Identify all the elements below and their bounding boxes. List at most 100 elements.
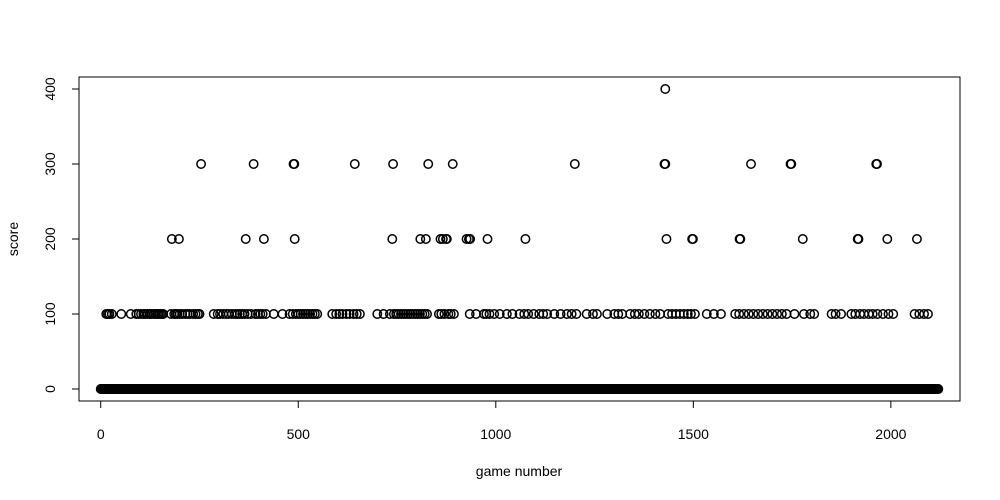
data-point bbox=[423, 159, 434, 169]
data-point bbox=[853, 234, 864, 244]
data-point bbox=[208, 309, 219, 319]
data-point bbox=[566, 309, 577, 319]
data-point bbox=[591, 309, 602, 319]
data-point bbox=[422, 309, 433, 319]
data-point bbox=[805, 309, 816, 319]
data-point bbox=[116, 309, 127, 319]
data-point bbox=[571, 309, 582, 319]
data-point bbox=[581, 309, 592, 319]
data-point bbox=[351, 309, 362, 319]
data-point bbox=[639, 309, 650, 319]
data-point bbox=[882, 234, 893, 244]
y-tick-label: 300 bbox=[42, 152, 58, 176]
data-point bbox=[786, 159, 797, 169]
data-point bbox=[716, 309, 726, 319]
data-point bbox=[660, 159, 671, 169]
data-point bbox=[344, 309, 355, 319]
data-point bbox=[439, 309, 450, 319]
x-tick-label: 2000 bbox=[875, 426, 906, 442]
data-point bbox=[738, 309, 749, 319]
data-point bbox=[660, 84, 671, 94]
data-point bbox=[644, 309, 655, 319]
data-point bbox=[471, 309, 481, 319]
data-point bbox=[872, 159, 882, 169]
data-point bbox=[836, 309, 847, 319]
data-point bbox=[923, 309, 933, 319]
data-point bbox=[289, 159, 300, 169]
data-point bbox=[687, 234, 698, 244]
data-point bbox=[661, 234, 672, 244]
data-point bbox=[919, 309, 929, 319]
data-point bbox=[445, 309, 456, 319]
data-point bbox=[708, 309, 719, 319]
data-point bbox=[809, 309, 820, 319]
data-point bbox=[878, 309, 888, 319]
data-point bbox=[798, 309, 809, 319]
data-point bbox=[735, 234, 746, 244]
data-point bbox=[549, 309, 560, 319]
data-point bbox=[436, 309, 447, 319]
data-point bbox=[484, 309, 495, 319]
plot-frame bbox=[78, 76, 961, 402]
data-point bbox=[909, 309, 920, 319]
data-point bbox=[482, 234, 493, 244]
data-point bbox=[797, 234, 808, 244]
data-point bbox=[686, 309, 696, 319]
y-tick-label: 0 bbox=[42, 385, 58, 393]
data-point bbox=[776, 309, 787, 319]
data-point bbox=[489, 309, 500, 319]
data-point bbox=[415, 234, 426, 244]
data-point bbox=[772, 309, 783, 319]
x-axis: 0 500 1000 1500 2000 bbox=[97, 400, 907, 442]
data-point bbox=[258, 234, 269, 244]
data-point bbox=[633, 309, 644, 319]
data-point bbox=[538, 309, 549, 319]
data-point bbox=[337, 309, 348, 319]
data-point bbox=[629, 309, 640, 319]
data-point bbox=[327, 309, 338, 319]
data-point bbox=[388, 159, 399, 169]
data-point bbox=[757, 309, 768, 319]
data-point bbox=[682, 309, 693, 319]
data-points bbox=[95, 84, 944, 394]
data-point bbox=[341, 309, 352, 319]
data-point bbox=[753, 309, 764, 319]
x-tick-label: 1500 bbox=[678, 426, 709, 442]
data-point bbox=[239, 309, 250, 319]
data-point bbox=[248, 159, 259, 169]
data-point bbox=[465, 234, 476, 244]
data-point bbox=[528, 309, 539, 319]
data-point bbox=[746, 159, 756, 169]
x-axis-label: game number bbox=[476, 463, 563, 479]
data-point bbox=[312, 309, 323, 319]
data-point bbox=[519, 309, 530, 319]
data-point bbox=[387, 234, 398, 244]
data-point bbox=[872, 309, 883, 319]
data-point bbox=[701, 309, 712, 319]
x-tick-label: 500 bbox=[287, 426, 311, 442]
data-point bbox=[542, 309, 553, 319]
data-point bbox=[507, 309, 518, 319]
y-tick-label: 100 bbox=[42, 302, 58, 326]
data-point bbox=[569, 159, 580, 169]
data-point bbox=[348, 309, 359, 319]
data-point bbox=[888, 309, 899, 319]
data-point bbox=[257, 309, 268, 319]
data-point bbox=[689, 309, 700, 319]
x-tick-label: 1000 bbox=[480, 426, 511, 442]
data-point bbox=[650, 309, 661, 319]
data-point bbox=[789, 309, 800, 319]
data-point bbox=[933, 384, 944, 394]
data-point bbox=[277, 309, 288, 319]
data-point bbox=[106, 309, 117, 319]
data-point bbox=[588, 309, 598, 319]
y-axis-label: score bbox=[5, 222, 21, 256]
data-point bbox=[441, 234, 452, 244]
data-point bbox=[378, 309, 389, 319]
data-point bbox=[420, 234, 431, 244]
data-point bbox=[334, 309, 345, 319]
data-point bbox=[883, 309, 894, 319]
data-point bbox=[354, 309, 365, 319]
data-point bbox=[494, 309, 505, 319]
